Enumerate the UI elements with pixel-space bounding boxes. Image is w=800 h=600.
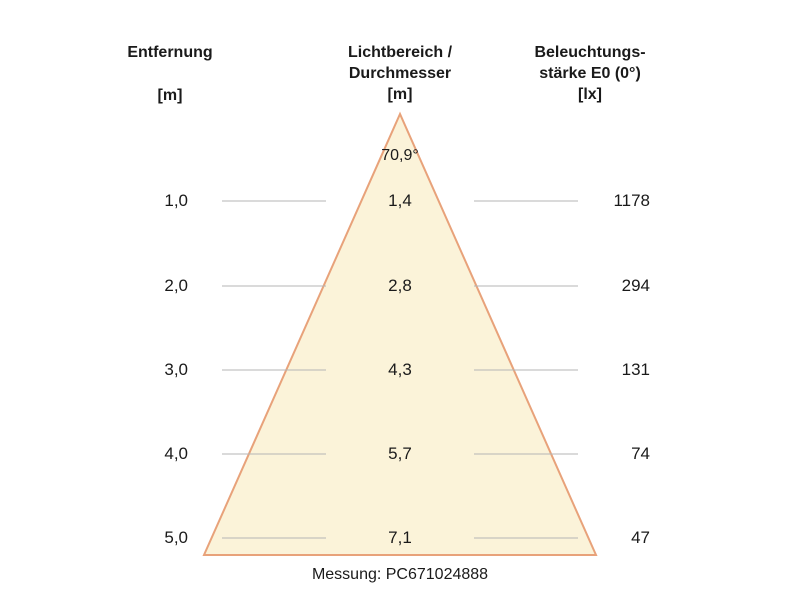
diameter-value: 2,8 <box>388 276 412 295</box>
illuminance-value: 294 <box>621 276 650 295</box>
header-illuminance: Beleuchtungs- stärke E0 (0°) [lx] <box>520 42 660 105</box>
diameter-value: 5,7 <box>388 444 412 463</box>
distance-value: 2,0 <box>164 276 188 295</box>
distance-value: 5,0 <box>164 528 188 547</box>
illuminance-value: 74 <box>631 444 650 463</box>
distance-value: 1,0 <box>164 191 188 210</box>
header-diameter: Lichtbereich / Durchmesser [m] <box>320 42 480 105</box>
guide-lines <box>222 200 578 539</box>
header-illuminance-unit: [lx] <box>578 86 602 103</box>
header-diameter-unit: [m] <box>387 86 413 103</box>
measurement-id: Messung: PC671024888 <box>311 566 489 583</box>
diameter-value: 1,4 <box>388 191 412 210</box>
header-diameter-line2: Durchmesser <box>348 65 452 82</box>
diameter-value: 4,3 <box>388 360 412 379</box>
illuminance-value: 47 <box>631 528 650 547</box>
header-diameter-line1: Lichtbereich / <box>347 44 453 61</box>
illuminance-value: 1178 <box>613 191 650 210</box>
light-cone <box>202 111 598 556</box>
distance-value: 3,0 <box>164 360 188 379</box>
header-distance-unit: [m] <box>157 87 183 104</box>
illuminance-value: 131 <box>621 360 650 379</box>
beam-angle-label: 70,9° <box>381 147 419 164</box>
header-illuminance-line1: Beleuchtungs- <box>534 44 646 61</box>
header-illuminance-line2: stärke E0 (0°) <box>539 65 641 82</box>
header-distance-title: Entfernung <box>127 44 213 61</box>
diameter-value: 7,1 <box>388 528 412 547</box>
header-distance: Entfernung [m] <box>110 42 230 106</box>
distance-value: 4,0 <box>164 444 188 463</box>
